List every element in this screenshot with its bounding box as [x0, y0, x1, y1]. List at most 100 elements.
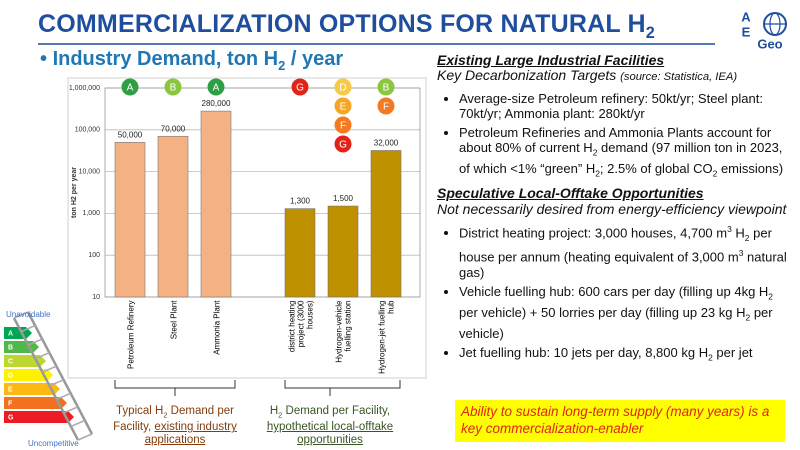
- grade-label: G: [8, 414, 14, 421]
- text-run: Demand per Facility,: [113, 405, 234, 434]
- ladder-rung: [63, 406, 79, 414]
- text-run: per jet: [712, 345, 753, 361]
- y-tick-label: 10,000: [79, 168, 101, 175]
- ladder-rung: [70, 419, 86, 428]
- x-tick-label: Steel Plant: [168, 300, 178, 340]
- badge: [377, 78, 395, 96]
- bar: [284, 208, 316, 298]
- text-run: per vehicle) + 50 lorries per day (filli…: [459, 304, 746, 320]
- grade-bar: [4, 369, 53, 381]
- title: COMMERCIALIZATION OPTIONS FOR NATURAL H2: [38, 10, 655, 43]
- bullet: District heating project: 3,000 houses, …: [459, 222, 792, 280]
- badge-label: G: [339, 140, 347, 151]
- text-run: / year: [285, 48, 344, 70]
- plot-border: [104, 87, 421, 298]
- callout: Ability to sustain long-term supply (man…: [455, 400, 785, 442]
- text-run: emissions): [717, 161, 784, 177]
- section-subheading: Key Decarbonization Targets (source: Sta…: [437, 68, 792, 85]
- ladder-rung: [49, 379, 64, 387]
- value-label: 70,000: [161, 124, 186, 133]
- text-run: demand (97 million ton in 2023, of which…: [459, 140, 783, 177]
- badge: [291, 78, 309, 96]
- text-run: Key Decarbonization Targets: [437, 67, 621, 84]
- text-run: 2: [278, 410, 283, 420]
- ladder-rung: [35, 351, 50, 360]
- y-axis-label: ton H2 per year: [71, 167, 78, 218]
- text-run: (source: Statistica, IEA): [620, 71, 738, 84]
- y-tick-label: 100: [88, 252, 100, 259]
- text-run: ; 2.5% of global CO: [599, 161, 713, 177]
- text-run: 2: [595, 168, 600, 179]
- badge-label: D: [339, 83, 346, 94]
- text-run: District heating project: 3,000 houses, …: [459, 225, 728, 241]
- bracket: [284, 380, 401, 396]
- text-run: per house per annum (heating equivalent …: [459, 225, 772, 265]
- bullet: Petroleum Refineries and Ammonia Plants …: [459, 125, 792, 182]
- ladder-rung: [42, 365, 57, 373]
- ladder-rung: [77, 433, 93, 441]
- caption: Typical H2 Demand per Facility, existing…: [100, 405, 250, 447]
- grade-bar: [4, 397, 67, 409]
- y-tick-label: 1,000: [82, 210, 100, 217]
- text-run: 2: [645, 24, 656, 42]
- text-run: 2: [708, 352, 713, 363]
- grade-label: F: [8, 400, 13, 407]
- logo-text: Geo: [757, 36, 782, 51]
- label-top: Unavoidable: [6, 310, 51, 319]
- bullet-list: Average-size Petroleum refinery: 50kt/yr…: [437, 91, 792, 183]
- subtitle: Industry Demand, ton H2 / year: [40, 48, 344, 73]
- text-run: H: [731, 225, 745, 241]
- section-heading: Existing Large Industrial Facilities: [437, 52, 665, 68]
- bar: [370, 150, 402, 298]
- bullet: Average-size Petroleum refinery: 50kt/yr…: [459, 91, 792, 122]
- x-tick-label: district heating project (3000 houses): [286, 300, 314, 353]
- badge-label: A: [213, 83, 220, 94]
- ladder-rung: [20, 324, 36, 333]
- value-label: 32,000: [374, 139, 399, 148]
- text-run: Demand per Facility,: [282, 405, 391, 417]
- text-run: 3: [727, 223, 732, 234]
- ladder-rung: [27, 338, 43, 346]
- section-heading: Speculative Local-Offtake Opportunities: [437, 185, 704, 202]
- value-label: 1,300: [290, 197, 311, 206]
- badge: [334, 135, 352, 153]
- badge-label: E: [340, 102, 347, 113]
- badge: [121, 78, 139, 96]
- x-tick-label: Petroleum Refinery: [125, 300, 135, 369]
- caption: H2 Demand per Facility, hypothetical loc…: [255, 405, 405, 447]
- badge: [377, 97, 395, 115]
- text-run: 2: [745, 312, 751, 323]
- badge: [207, 78, 225, 96]
- text-run: Average-size Petroleum refinery: 50kt/yr…: [459, 90, 763, 121]
- value-label: 50,000: [118, 130, 143, 139]
- bullet: Jet fuelling hub: 10 jets per day, 8,800…: [459, 345, 792, 366]
- ladder-rung: [56, 392, 71, 401]
- grade-bar: [4, 411, 74, 423]
- x-tick-label: Hydrogen-vehicle fuelling station: [334, 300, 352, 363]
- logo-text: E: [742, 24, 751, 39]
- bar: [200, 110, 232, 298]
- y-tick-label: 1,000,000: [69, 85, 100, 92]
- text-run: hypothetical local-offtake opportunities: [266, 421, 394, 447]
- text-run: Industry Demand, ton H: [52, 48, 279, 70]
- grade-label: A: [8, 330, 13, 337]
- label-bottom: Uncompetitive: [28, 439, 79, 448]
- badge-label: B: [170, 83, 177, 94]
- bullet-list: District heating project: 3,000 houses, …: [437, 222, 792, 366]
- badge: [334, 97, 352, 115]
- text-run: Jet fuelling hub: 10 jets per day, 8,800…: [459, 345, 709, 361]
- x-tick-label: Hydrogen-jet fuelling hub: [377, 300, 395, 374]
- x-tick-label: Ammonia Plant: [211, 300, 221, 355]
- text-run: 2: [592, 148, 598, 159]
- text-run: 2: [712, 168, 718, 179]
- badge-label: F: [383, 102, 389, 113]
- ladder-rung: [13, 311, 29, 319]
- ladder: [26, 311, 94, 435]
- y-tick-label: 10: [92, 294, 100, 301]
- text-run: 2: [278, 58, 286, 73]
- text-run: Typical H: [116, 405, 164, 417]
- text-run: 2: [768, 291, 773, 302]
- text-run: 2: [744, 232, 750, 243]
- text-run: H: [269, 405, 279, 417]
